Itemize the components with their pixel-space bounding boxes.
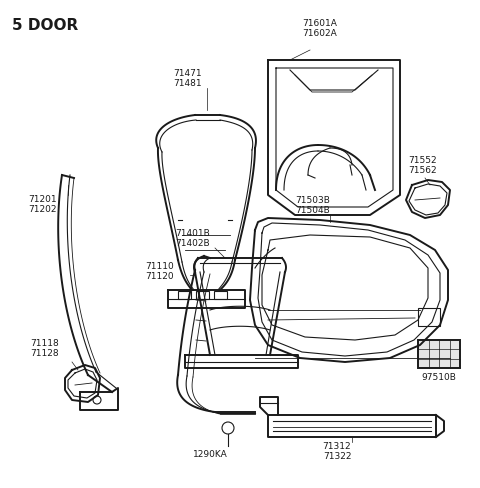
Bar xyxy=(418,308,440,326)
Text: 71471
71481: 71471 71481 xyxy=(174,69,202,88)
Text: 71312
71322: 71312 71322 xyxy=(323,442,351,461)
Bar xyxy=(196,291,209,299)
Text: 97510B: 97510B xyxy=(421,373,456,382)
Text: 1290KA: 1290KA xyxy=(192,450,228,459)
Text: 71118
71128: 71118 71128 xyxy=(30,339,59,358)
Bar xyxy=(214,291,227,299)
Text: 71601A
71602A: 71601A 71602A xyxy=(302,19,337,38)
Text: 71201
71202: 71201 71202 xyxy=(28,195,57,214)
Text: 71503B
71504B: 71503B 71504B xyxy=(295,196,330,215)
Text: 5 DOOR: 5 DOOR xyxy=(12,18,78,33)
Bar xyxy=(178,291,191,299)
Bar xyxy=(418,340,460,368)
Text: 71401B
71402B: 71401B 71402B xyxy=(175,228,210,248)
Text: 71552
71562: 71552 71562 xyxy=(408,156,437,175)
Text: 71110
71120: 71110 71120 xyxy=(145,262,174,282)
